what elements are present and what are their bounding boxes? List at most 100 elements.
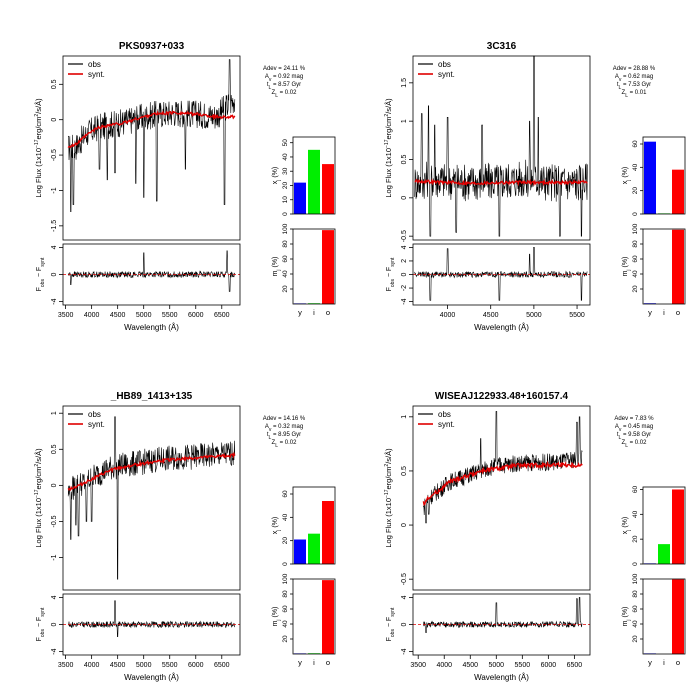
xj-y-tick-label: 60 — [282, 490, 289, 498]
y-tick-label: -1 — [51, 554, 58, 560]
mj-frame — [642, 578, 686, 655]
x-tick-label: 5000 — [136, 312, 152, 319]
legend-synt-label: synt. — [438, 70, 455, 79]
residual-y-tick-label: 0 — [401, 272, 408, 276]
xj-y-tick-label: 0 — [282, 212, 289, 216]
xj-bar-y — [294, 182, 306, 214]
x-tick-label: 6500 — [214, 312, 230, 319]
mj-bar-o — [672, 579, 684, 654]
xj-bar-y — [294, 539, 306, 564]
stats-line: Av = 0.45 mag — [615, 424, 653, 433]
xj-bar-y — [644, 141, 656, 214]
stats-line: tL = 7.53 Gyr — [617, 82, 651, 91]
mj-frame — [292, 228, 336, 305]
xj-y-tick-label: 0 — [632, 212, 639, 216]
mj-category-label: y — [298, 308, 302, 317]
x-tick-label: 4000 — [436, 662, 452, 669]
xj-y-tick-label: 60 — [632, 140, 639, 148]
xj-y-axis-label: xj (%) — [622, 167, 632, 184]
xj-y-tick-label: 0 — [282, 562, 289, 566]
mj-y-tick-label: 20 — [632, 635, 639, 643]
mj-y-tick-label: 20 — [282, 285, 289, 293]
mj-y-tick-label: 100 — [632, 573, 639, 584]
x-tick-label: 5500 — [162, 662, 178, 669]
residual-y-axis-label: Fobs − Fsynt — [386, 607, 396, 641]
stats-line: Adev = 7.83 % — [614, 416, 654, 422]
x-tick-label: 4000 — [84, 662, 100, 669]
mj-frame — [642, 228, 686, 305]
obs-spectrum-line — [423, 411, 583, 524]
stats-line: tL = 9.58 Gyr — [617, 432, 651, 441]
stats-line: Av = 0.92 mag — [265, 74, 303, 83]
mj-y-tick-label: 100 — [632, 223, 639, 234]
xj-bar-i — [658, 544, 670, 564]
mj-y-axis-label: mj (%) — [272, 607, 282, 627]
xj-y-tick-label: 30 — [282, 167, 289, 175]
xj-frame — [642, 486, 686, 565]
x-tick-label: 4500 — [483, 312, 499, 319]
mj-category-label: o — [326, 658, 330, 667]
mj-y-tick-label: 80 — [282, 590, 289, 598]
residual-y-tick-label: -4 — [51, 648, 58, 654]
y-tick-label: 0.5 — [401, 155, 408, 165]
mj-y-tick-label: 80 — [282, 240, 289, 248]
residual-y-tick-label: 4 — [51, 595, 58, 599]
xj-frame — [292, 136, 336, 215]
stats-line: ZL = 0.01 — [622, 90, 648, 99]
mj-y-tick-label: 60 — [282, 255, 289, 263]
synt-spectrum-line — [67, 110, 236, 149]
mj-frame — [292, 578, 336, 655]
mj-category-label: o — [326, 308, 330, 317]
residual-y-axis-label: Fobs − Fsynt — [36, 607, 46, 641]
xj-bar-i — [308, 149, 320, 214]
stats-line: ZL = 0.02 — [272, 440, 298, 449]
legend-obs-label: obs — [88, 60, 101, 69]
legend-synt-label: synt. — [88, 420, 105, 429]
mj-y-tick-label: 80 — [632, 590, 639, 598]
mj-category-label: y — [648, 308, 652, 317]
main-plot-frame — [412, 405, 591, 591]
residual-line — [414, 247, 588, 301]
mj-category-label: i — [313, 658, 315, 667]
x-tick-label: 6500 — [567, 662, 583, 669]
y-tick-label: 1 — [401, 415, 408, 419]
main-plot-frame — [412, 55, 591, 241]
x-tick-label: 6000 — [541, 662, 557, 669]
main-plot-frame — [62, 405, 241, 591]
mj-y-axis-label: mj (%) — [622, 257, 632, 277]
xj-y-tick-label: 40 — [632, 163, 639, 171]
y-tick-label: -0.5 — [51, 149, 58, 161]
x-tick-label: 5000 — [136, 662, 152, 669]
x-tick-label: 4000 — [440, 312, 456, 319]
chart-title: _HB89_1413+135 — [110, 391, 193, 402]
mj-y-tick-label: 100 — [282, 223, 289, 234]
y-tick-label: 0 — [401, 523, 408, 527]
x-tick-label: 5000 — [489, 662, 505, 669]
xj-bar-i — [308, 533, 320, 564]
x-axis-label: Wavelength (Å) — [124, 323, 179, 332]
stats-line: tL = 8.57 Gyr — [267, 82, 301, 91]
y-axis-label: Log Flux (1x10−17erg/cm2/s/Å) — [34, 448, 43, 548]
residual-y-tick-label: 4 — [51, 245, 58, 249]
xj-y-axis-label: xj (%) — [272, 517, 282, 534]
legend-synt-label: synt. — [88, 70, 105, 79]
residual-y-tick-label: 0 — [51, 622, 58, 626]
stats-line: Av = 0.62 mag — [615, 74, 653, 83]
mj-bar-o — [322, 230, 334, 304]
stats-line: Av = 0.32 mag — [265, 424, 303, 433]
mj-y-tick-label: 20 — [282, 635, 289, 643]
xj-y-tick-label: 40 — [282, 513, 289, 521]
residual-y-axis-label: Fobs − Fsynt — [36, 257, 46, 291]
residual-y-tick-label: -4 — [51, 298, 58, 304]
y-tick-label: -0.5 — [51, 515, 58, 527]
y-tick-label: -1 — [51, 187, 58, 193]
synt-spectrum-line — [414, 178, 588, 187]
mj-y-tick-label: 60 — [282, 605, 289, 613]
synt-spectrum-line — [422, 460, 583, 507]
xj-bar-o — [672, 489, 684, 564]
y-tick-label: 0.5 — [51, 79, 58, 89]
mj-category-label: o — [676, 308, 680, 317]
